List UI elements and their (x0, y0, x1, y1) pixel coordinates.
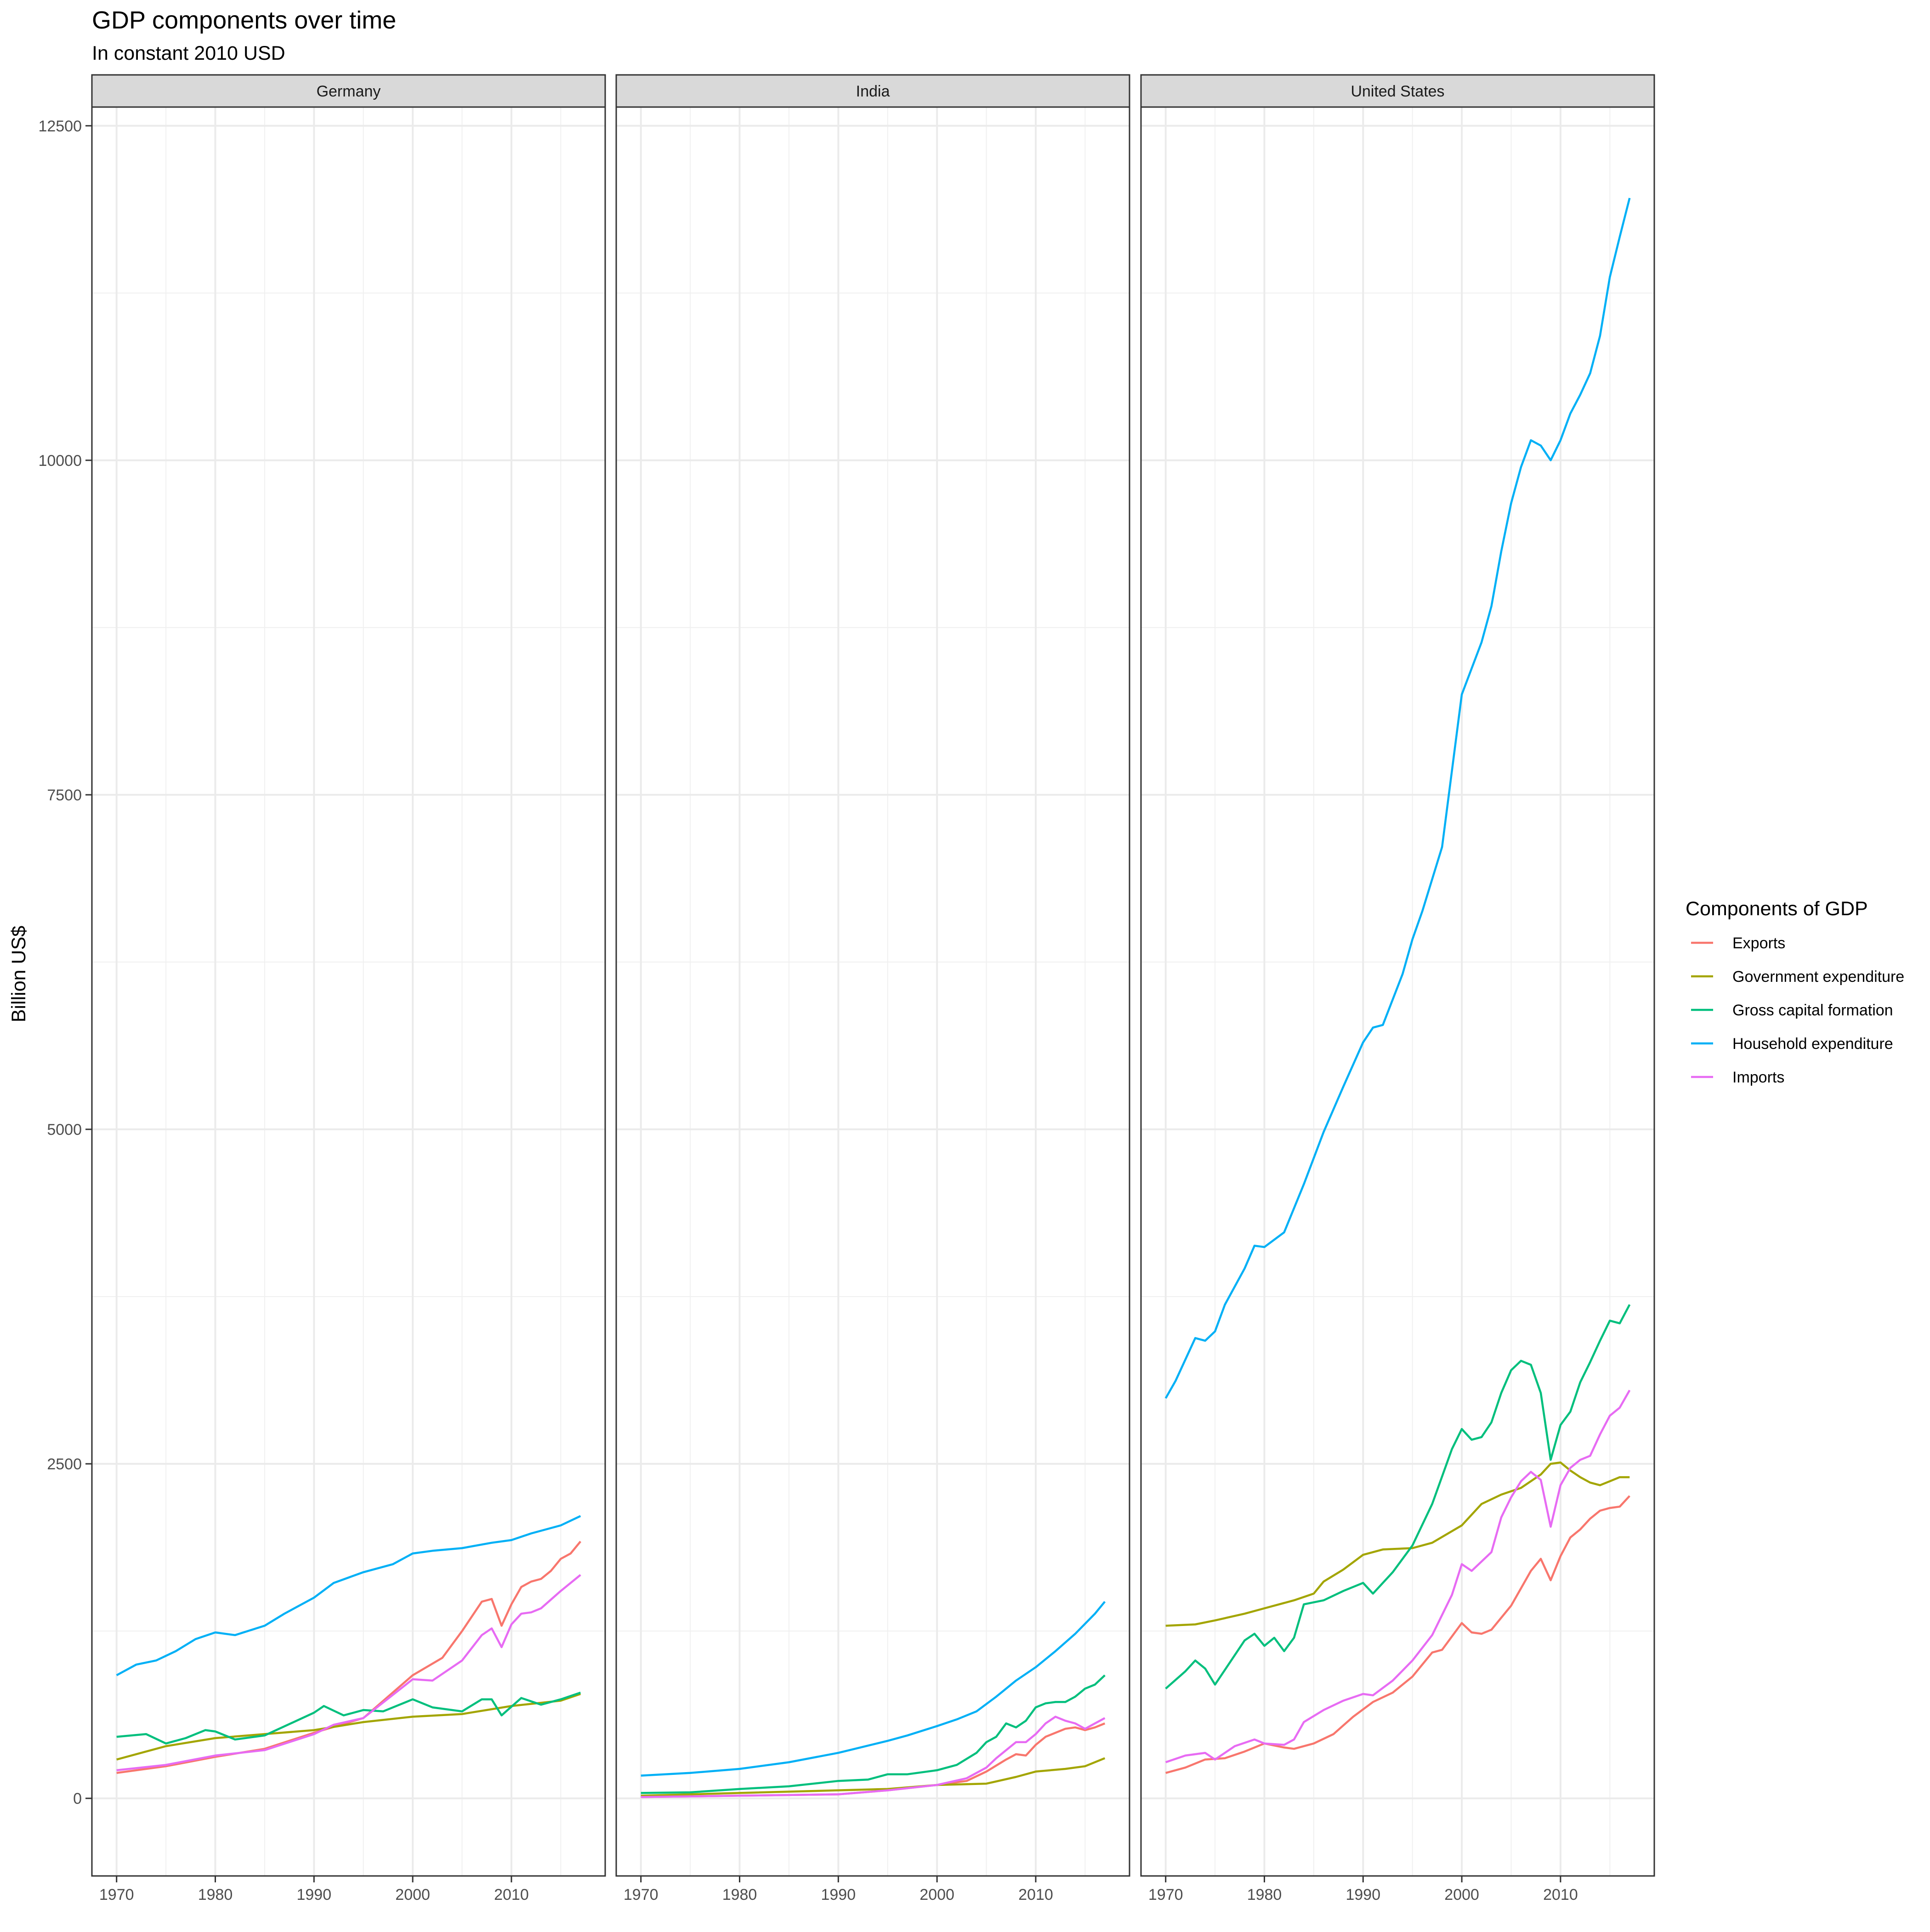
strip-germany (91, 74, 606, 108)
legend-item-gross-capital-formation: Gross capital formation (1691, 1002, 1893, 1019)
legend-item-government-expenditure: Government expenditure (1691, 968, 1904, 986)
legend-item-exports: Exports (1691, 935, 1785, 952)
x-tick-label: 1970 (99, 1886, 134, 1904)
x-tick-label: 2000 (395, 1886, 430, 1904)
strip-label-united-states: United States (1351, 83, 1444, 100)
legend-label-imports: Imports (1732, 1069, 1784, 1086)
chart-subtitle: In constant 2010 USD (92, 42, 285, 64)
x-tick-label: 1980 (1247, 1886, 1282, 1904)
legend-items: Exports Government expenditure Gross capit… (1691, 935, 1904, 1086)
strip-india (615, 74, 1130, 108)
legend-title: Components of GDP (1686, 898, 1868, 920)
legend: Components of GDP Exports Government expe… (1686, 898, 1904, 1086)
series-line-government-expenditure-germany (116, 1693, 581, 1761)
series-line-imports-united-states (1165, 1389, 1631, 1763)
series-line-gross-capital-formation-germany (116, 1691, 581, 1745)
strip-label-germany: Germany (317, 83, 381, 100)
x-tick-label: 1970 (624, 1886, 658, 1904)
series-line-household-expenditure-united-states (1164, 198, 1631, 1399)
series-line-gross-capital-formation-india (641, 1674, 1106, 1794)
y-tick-label: 2500 (47, 1456, 82, 1473)
legend-label-exports: Exports (1732, 935, 1785, 952)
plot-area-india (616, 107, 1130, 1876)
series-line-imports-germany (116, 1574, 581, 1772)
panel-india: India 1970 1980 1990 2000 2010 (615, 74, 1130, 1904)
series-line-household-expenditure-india (641, 1601, 1106, 1777)
panel-border-germany (91, 106, 606, 1877)
y-axis-title: Billion US$ (8, 926, 30, 1022)
plot-area-germany (92, 107, 605, 1876)
legend-item-household-expenditure: Household expenditure (1691, 1035, 1893, 1053)
x-tick-label: 2010 (1018, 1886, 1053, 1904)
series-line-imports-india (641, 1716, 1106, 1798)
x-tick-label: 2000 (920, 1886, 954, 1904)
legend-label-household-expenditure: Household expenditure (1732, 1035, 1893, 1053)
series-line-government-expenditure-india (641, 1757, 1106, 1797)
y-tick-label: 12500 (38, 118, 82, 135)
series-line-government-expenditure-united-states (1165, 1461, 1630, 1627)
x-tick-label: 2000 (1444, 1886, 1479, 1904)
plot-area-united-states (1141, 107, 1654, 1876)
series-line-exports-germany (116, 1541, 582, 1774)
facet-panels: Germany 1970 1980 1990 2000 2010 0 2500 5000 7500… (38, 74, 1655, 1904)
strip-united-states (1140, 74, 1655, 108)
y-tick-label: 10000 (38, 452, 82, 470)
x-tick-label: 1990 (296, 1886, 331, 1904)
x-tick-label: 2010 (1543, 1886, 1578, 1904)
legend-item-imports: Imports (1691, 1069, 1784, 1086)
x-tick-label: 1980 (722, 1886, 757, 1904)
x-tick-label: 2010 (494, 1886, 529, 1904)
x-tick-label: 1970 (1148, 1886, 1183, 1904)
y-tick-label: 0 (73, 1790, 82, 1807)
legend-label-gross-capital-formation: Gross capital formation (1732, 1002, 1893, 1019)
strip-label-india: India (856, 83, 890, 100)
x-tick-label: 1980 (198, 1886, 233, 1904)
y-tick-label: 7500 (47, 787, 82, 804)
x-tick-label: 1990 (821, 1886, 856, 1904)
series-line-household-expenditure-germany (116, 1515, 581, 1677)
chart-title: GDP components over time (92, 6, 396, 34)
panel-united-states: United States 1970 1980 1990 2000 2010 (1140, 74, 1655, 1904)
panel-border-united-states (1140, 106, 1655, 1877)
panel-germany: Germany 1970 1980 1990 2000 2010 0 2500 5000 7500… (38, 74, 606, 1904)
panel-border-india (615, 106, 1130, 1877)
y-tick-label: 5000 (47, 1121, 82, 1139)
series-line-gross-capital-formation-united-states (1165, 1304, 1631, 1689)
x-tick-label: 1990 (1345, 1886, 1380, 1904)
legend-label-government-expenditure: Government expenditure (1732, 968, 1904, 986)
